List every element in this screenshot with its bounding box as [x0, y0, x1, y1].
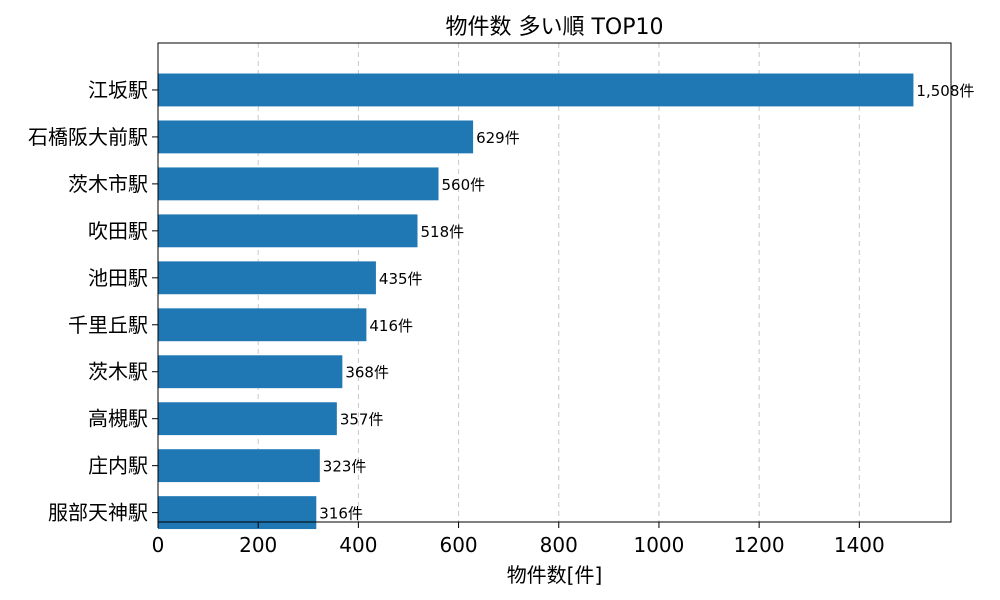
category-label: 高槻駅	[88, 407, 148, 431]
category-label: 庄内駅	[88, 454, 148, 478]
x-tick-label: 0	[152, 533, 165, 557]
category-label: 千里丘駅	[68, 313, 148, 337]
x-tick-label: 600	[439, 533, 477, 557]
plot-frame	[157, 42, 952, 523]
x-tick-label: 800	[540, 533, 578, 557]
category-label: 吹田駅	[88, 219, 148, 243]
x-tick-label: 1200	[734, 533, 785, 557]
category-label: 江坂駅	[88, 78, 148, 102]
data-labels: 1,508件 629件 560件 518件 435件 416件 368件 357件 323件 31…	[319, 82, 974, 523]
data-label: 416件	[369, 317, 413, 335]
bar	[158, 355, 343, 389]
bar	[158, 496, 317, 530]
grid-lines	[257, 43, 860, 522]
bars	[158, 73, 914, 530]
category-label: 服部天神駅	[48, 501, 148, 525]
bar	[158, 308, 367, 342]
chart-title: 物件数 多い順 TOP10	[445, 15, 663, 40]
x-axis-ticks: 0 200 400 600 800 1000 1200 1400	[152, 522, 885, 557]
bar	[158, 449, 320, 483]
x-tick-label: 200	[239, 533, 277, 557]
bar	[158, 73, 914, 107]
bar	[158, 214, 418, 248]
category-label: 石橋阪大前駅	[28, 125, 148, 149]
bar	[158, 261, 376, 295]
data-label: 323件	[323, 458, 367, 476]
bar	[158, 402, 337, 436]
bar	[158, 167, 439, 201]
x-tick-label: 1000	[633, 533, 684, 557]
data-label: 560件	[442, 176, 486, 194]
data-label: 435件	[379, 270, 423, 288]
category-label: 池田駅	[88, 266, 148, 290]
data-label: 518件	[420, 223, 464, 241]
data-label: 316件	[319, 505, 363, 523]
category-label: 茨木市駅	[68, 172, 148, 196]
x-axis-label: 物件数[件]	[507, 563, 603, 587]
x-tick-label: 1400	[834, 533, 885, 557]
data-label: 357件	[340, 411, 384, 429]
x-tick-label: 400	[339, 533, 377, 557]
data-label: 368件	[345, 364, 389, 382]
data-label: 629件	[476, 129, 520, 147]
data-label: 1,508件	[916, 82, 974, 100]
category-label: 茨木駅	[88, 360, 148, 384]
bar	[158, 120, 474, 154]
